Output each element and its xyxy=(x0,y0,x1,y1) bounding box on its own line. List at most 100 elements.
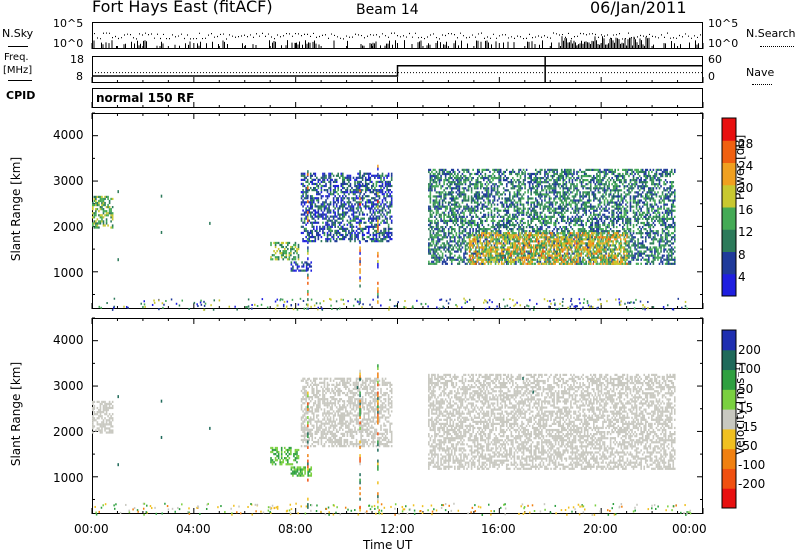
power-cell xyxy=(531,197,534,200)
power-cell xyxy=(431,176,433,180)
power-cell xyxy=(622,221,624,225)
power-cell xyxy=(602,221,604,225)
power-cell xyxy=(565,193,568,196)
power-cell xyxy=(579,181,581,184)
power-cell xyxy=(387,211,390,214)
power-cell xyxy=(521,228,523,231)
power-cell xyxy=(571,195,574,198)
power-cell xyxy=(476,250,479,253)
power-cell xyxy=(452,215,455,218)
power-cell xyxy=(510,228,513,231)
power-cell xyxy=(567,207,569,210)
power-cell xyxy=(270,243,272,247)
power-cell xyxy=(490,244,493,247)
power-cell xyxy=(342,237,344,241)
power-cell xyxy=(463,211,465,214)
power-cell xyxy=(375,237,378,241)
power-cell xyxy=(518,213,520,216)
power-cell xyxy=(99,214,102,217)
power-cell xyxy=(534,254,537,257)
power-cell xyxy=(599,211,601,214)
power-cell xyxy=(489,201,491,204)
power-cell xyxy=(464,246,467,249)
power-cell xyxy=(559,207,562,210)
power-cell xyxy=(349,231,352,235)
power-cell xyxy=(337,221,340,224)
power-cell xyxy=(447,201,450,204)
power-cell xyxy=(534,211,537,214)
power-cell xyxy=(565,174,568,178)
power-cell xyxy=(429,168,432,172)
power-cell xyxy=(329,176,332,179)
power-cell xyxy=(563,187,566,190)
power-cell xyxy=(337,231,340,235)
power-cell xyxy=(329,180,332,184)
power-cell xyxy=(335,237,338,241)
power-cell xyxy=(571,191,574,194)
power-cbar-tick-4: 4 xyxy=(738,270,746,284)
power-cell xyxy=(325,237,327,241)
power-cell xyxy=(464,252,467,255)
power-cell xyxy=(360,219,362,222)
power-cell xyxy=(498,168,500,172)
power-cell xyxy=(304,269,306,272)
power-cell xyxy=(432,195,435,198)
power-cell xyxy=(311,240,314,243)
power-cell xyxy=(463,199,465,202)
power-cell xyxy=(464,228,467,231)
power-cell xyxy=(389,209,391,212)
power-cell xyxy=(354,231,356,235)
power-cell xyxy=(308,207,310,210)
power-cell xyxy=(602,213,604,216)
power-cell xyxy=(626,248,629,251)
power-cell xyxy=(516,205,519,208)
power-cell xyxy=(454,230,456,233)
power-cell xyxy=(435,201,438,204)
power-cell xyxy=(574,199,577,202)
power-cell xyxy=(429,215,432,218)
power-cell xyxy=(534,174,537,178)
power-cell xyxy=(369,215,372,218)
power-cell xyxy=(348,176,350,179)
power-cell xyxy=(586,191,589,194)
power-cell xyxy=(533,213,536,216)
power-cell xyxy=(556,236,558,239)
power-cell xyxy=(354,180,356,184)
power-cell xyxy=(502,176,505,180)
power-cell xyxy=(573,209,575,212)
power-cell xyxy=(438,238,441,241)
power-cell xyxy=(617,168,620,172)
power-cell xyxy=(470,199,473,202)
power-cell xyxy=(369,176,372,179)
power-cell xyxy=(593,191,595,194)
power-cell xyxy=(372,174,375,177)
power-cell xyxy=(467,189,470,192)
power-cell xyxy=(492,183,494,186)
power-cell xyxy=(345,176,347,179)
power-cell xyxy=(599,217,601,221)
power-cell xyxy=(316,205,318,208)
power-cell xyxy=(580,199,583,202)
power-cell xyxy=(615,205,618,208)
power-cell xyxy=(521,232,523,235)
power-cell xyxy=(556,250,558,253)
power-cell xyxy=(367,231,370,235)
power-cell xyxy=(567,195,569,198)
power-cell xyxy=(589,181,592,184)
power-cell xyxy=(460,195,462,198)
power-cell xyxy=(332,217,335,220)
power-cell xyxy=(568,176,571,180)
power-cell xyxy=(348,193,350,196)
power-cell xyxy=(577,170,580,174)
power-cell xyxy=(282,252,285,255)
power-cell xyxy=(547,187,549,190)
power-cell xyxy=(567,187,569,190)
power-cell xyxy=(585,172,587,176)
power-cell xyxy=(338,207,341,210)
power-cell xyxy=(486,185,488,188)
power-cell xyxy=(378,184,381,188)
power-cell xyxy=(312,182,315,186)
power-cell xyxy=(591,230,594,233)
power-cell xyxy=(534,181,537,184)
power-cell xyxy=(525,240,528,243)
